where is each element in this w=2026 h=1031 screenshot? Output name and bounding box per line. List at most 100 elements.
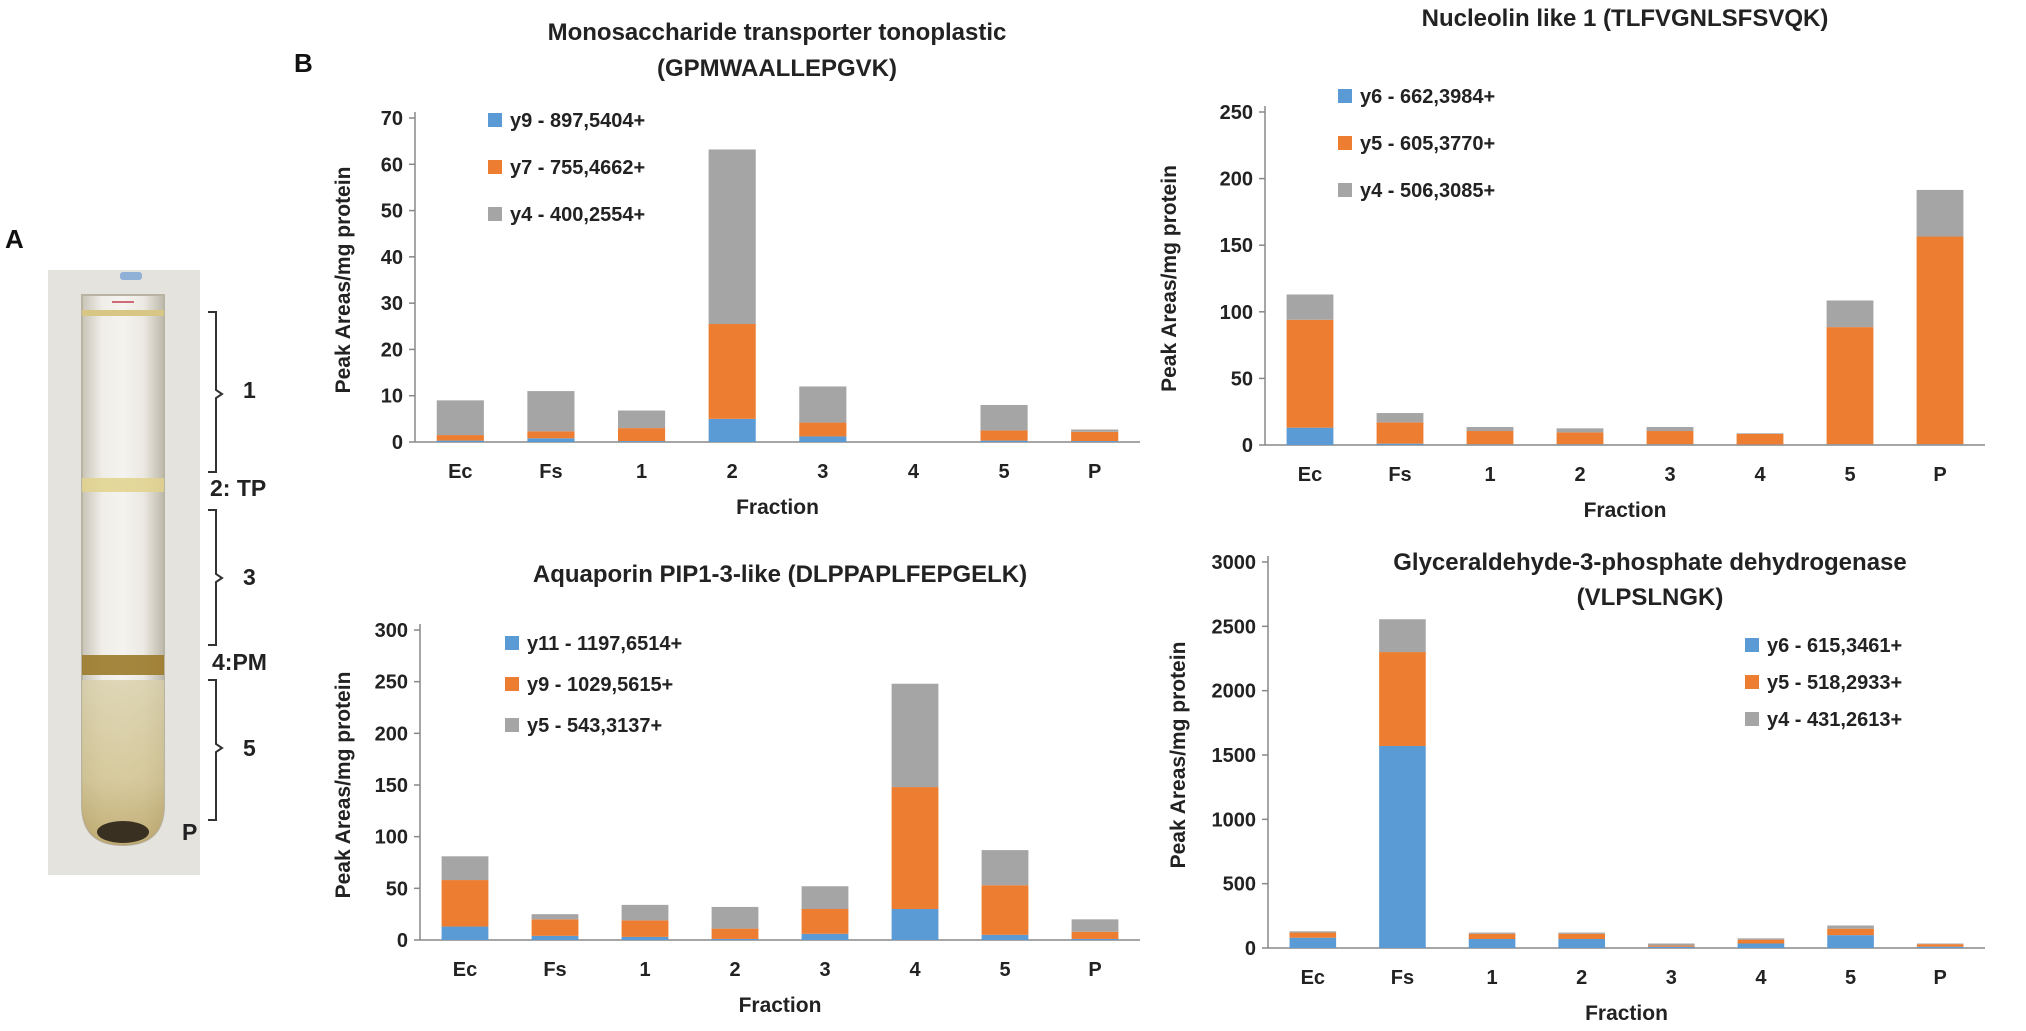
bar-segment — [1737, 943, 1785, 948]
bar-segment — [1558, 932, 1605, 934]
legend-swatch — [1745, 675, 1759, 689]
panel-b-label: B — [294, 48, 313, 78]
y-tick-label: 3000 — [1212, 552, 1257, 574]
chart-title-line: Glyceraldehyde-3-phosphate dehydrogenase — [1393, 549, 1906, 576]
chart-aquaporin-pip1-3: Aquaporin PIP1-3-like (DLPPAPLFEPGELK) 0 5… — [332, 561, 1140, 1017]
bar-segment — [1646, 431, 1694, 445]
bar-segment — [621, 904, 669, 921]
bar-segment — [1646, 427, 1694, 432]
bar-segment — [1071, 919, 1119, 932]
x-tick-label: Ec — [1301, 967, 1325, 989]
legend-swatch — [1338, 183, 1352, 197]
y-tick-label: 500 — [1223, 874, 1256, 896]
legend-label: y11 - 1197,6514+ — [527, 633, 682, 655]
bar-segment — [1826, 327, 1874, 445]
chart-monosaccharide-transporter: Monosaccharide transporter tonoplastic (G… — [332, 19, 1140, 519]
legend-swatch — [1745, 712, 1759, 726]
x-tick-label: 3 — [1666, 967, 1677, 989]
y-tick-label: 250 — [1220, 102, 1253, 124]
bar-segment — [441, 880, 489, 927]
chart-gapdh: Glyceraldehyde-3-phosphate dehydrogenase… — [1167, 549, 1985, 1025]
bar-segment — [1289, 937, 1337, 948]
legend-label: y4 - 431,2613+ — [1767, 709, 1902, 731]
bar-segment — [527, 391, 575, 432]
y-tick-label: 2000 — [1212, 681, 1257, 703]
bar-segment — [1916, 189, 1964, 237]
y-tick-label: 0 — [392, 432, 403, 454]
legend-swatch — [488, 160, 502, 174]
x-tick-label: 4 — [1754, 464, 1766, 486]
legend-swatch — [505, 636, 519, 650]
bar-segment — [1468, 938, 1516, 948]
top-meniscus — [82, 310, 164, 316]
chart-title-line: Monosaccharide transporter tonoplastic — [548, 19, 1007, 46]
bar-segment — [1556, 428, 1604, 433]
bar-segment — [1736, 433, 1784, 434]
legend-swatch — [505, 718, 519, 732]
bar-segment — [1916, 943, 1964, 945]
x-axis-label: Fraction — [736, 496, 819, 519]
legend-label: y6 - 662,3984+ — [1360, 86, 1495, 108]
bar-segment — [1286, 319, 1334, 428]
bar-segment — [1826, 300, 1874, 328]
x-tick-label: Ec — [448, 461, 472, 483]
bar-segment — [708, 418, 756, 442]
bar-segment — [1648, 945, 1695, 947]
y-tick-label: 20 — [381, 339, 403, 361]
x-tick-label: 4 — [908, 461, 920, 483]
legend-swatch — [1338, 136, 1352, 150]
y-tick-label: 50 — [381, 201, 403, 223]
bar-segment — [708, 149, 756, 324]
legend-label: y5 - 543,3137+ — [527, 715, 662, 737]
y-tick-label: 10 — [381, 386, 403, 408]
x-tick-label: 1 — [1487, 967, 1498, 989]
bar-segment — [1379, 619, 1426, 653]
y-tick-label: 150 — [375, 775, 408, 797]
band-pm — [82, 655, 164, 675]
bar-segment — [621, 920, 669, 937]
bar-segment — [981, 934, 1029, 940]
bar-segment — [1379, 745, 1426, 948]
y-tick-label: 100 — [375, 827, 408, 849]
legend-label: y5 - 518,2933+ — [1767, 672, 1902, 694]
x-tick-label: Fs — [539, 461, 562, 483]
tube-braces — [208, 311, 224, 821]
y-tick-label: 60 — [381, 154, 403, 176]
y-tick-label: 1500 — [1212, 745, 1257, 767]
panel-a-label: A — [5, 224, 24, 254]
x-tick-label: P — [1934, 967, 1947, 989]
x-tick-label: Ec — [453, 959, 477, 981]
bar-segment — [1916, 236, 1964, 445]
tube-cap-mark — [120, 272, 142, 280]
x-tick-label: 2 — [1576, 967, 1587, 989]
bar-segment — [527, 438, 575, 442]
bar-segment — [1827, 928, 1874, 936]
bar-segment — [1379, 652, 1426, 746]
bar-segment — [1736, 433, 1784, 445]
y-tick-label: 2500 — [1212, 616, 1257, 638]
lower-zone — [82, 680, 164, 845]
bar-segment — [711, 906, 759, 929]
bar-segment — [981, 885, 1029, 935]
bar-segment — [1071, 441, 1119, 442]
bar-segment — [618, 441, 666, 442]
x-axis-label: Fraction — [1584, 499, 1667, 522]
bar-segment — [711, 928, 759, 939]
x-tick-label: Fs — [1388, 464, 1411, 486]
y-axis-label: Peak Areas/mg protein — [332, 167, 355, 394]
bar-segment — [1376, 422, 1424, 444]
bar-segment — [1466, 444, 1514, 445]
x-tick-label: 5 — [999, 959, 1010, 981]
x-tick-label: 1 — [639, 959, 650, 981]
y-tick-label: 0 — [1245, 938, 1256, 960]
chart-title-line: Aquaporin PIP1-3-like (DLPPAPLFEPGELK) — [533, 561, 1027, 588]
bar-segment — [1646, 444, 1694, 445]
bar-segment — [891, 909, 939, 940]
x-tick-label: 5 — [1845, 967, 1856, 989]
y-tick-label: 200 — [1220, 169, 1253, 191]
x-tick-label: 3 — [817, 461, 828, 483]
x-axis-label: Fraction — [739, 994, 822, 1017]
bar-segment — [1071, 431, 1119, 442]
band-tp — [82, 478, 164, 492]
